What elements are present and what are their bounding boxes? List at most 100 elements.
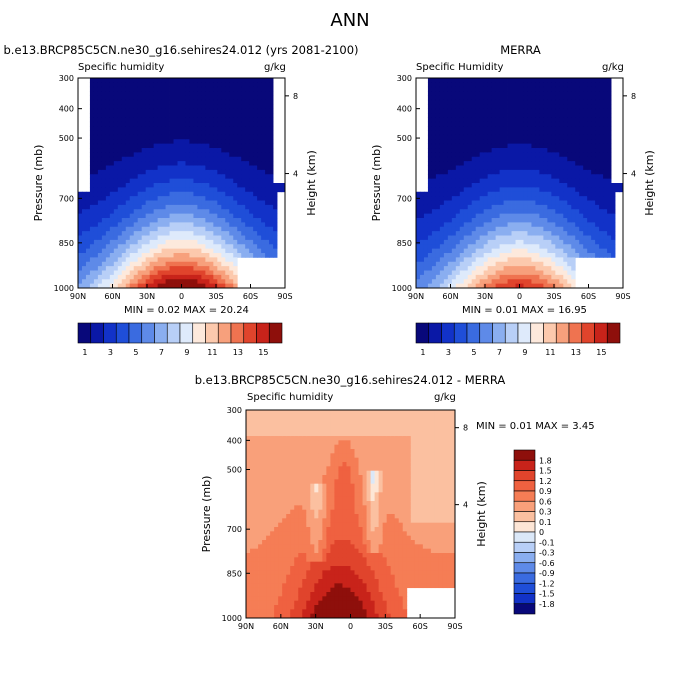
contour-cell (483, 113, 489, 118)
contour-cell (217, 244, 222, 250)
contour-cell (269, 218, 274, 223)
contour-cell (205, 266, 210, 271)
contour-cell (233, 200, 238, 206)
contour-cell (217, 191, 222, 197)
contour-cell (483, 274, 489, 280)
contour-cell (269, 143, 274, 149)
contour-cell (209, 121, 214, 127)
contour-cell (551, 191, 556, 197)
contour-cell (451, 187, 457, 193)
contour-cell (185, 213, 190, 219)
contour-cell (563, 78, 568, 83)
contour-cell (241, 235, 246, 241)
contour-cell (435, 222, 441, 228)
contour-cell (165, 279, 170, 285)
contour-cell (89, 121, 95, 127)
contour-cell (503, 117, 508, 123)
contour-cell (603, 200, 608, 206)
contour-cell (487, 213, 493, 219)
contour-cell (563, 266, 568, 271)
contour-cell (78, 231, 83, 236)
contour-cell (471, 134, 477, 140)
contour-cell (499, 226, 504, 232)
contour-cell (471, 91, 477, 96)
contour-cell (173, 126, 178, 131)
contour-cell (262, 600, 267, 606)
contour-cell (245, 235, 250, 241)
contour-cell (193, 196, 198, 201)
contour-cell (121, 257, 127, 263)
contour-cell (205, 279, 210, 285)
contour-cell (471, 178, 477, 184)
contour-cell (181, 204, 186, 210)
contour-cell (189, 165, 194, 171)
contour-cell (161, 218, 166, 223)
contour-cell (499, 261, 504, 267)
contour-cell (416, 283, 421, 289)
contour-cell (435, 174, 441, 180)
contour-cell (515, 222, 520, 228)
contour-cell (531, 261, 536, 267)
contour-cell (261, 231, 266, 236)
contour-cell (459, 165, 465, 171)
contour-cell (153, 174, 159, 180)
contour-cell (507, 270, 512, 276)
contour-cell (515, 191, 520, 197)
contour-cell (269, 169, 274, 175)
contour-cell (447, 178, 453, 184)
contour-cell (105, 148, 111, 153)
contour-cell (165, 283, 170, 289)
contour-cell (169, 231, 174, 236)
contour-cell (89, 86, 95, 92)
contour-cell (511, 218, 516, 223)
contour-cell (443, 274, 449, 280)
contour-cell (258, 566, 263, 571)
contour-cell (245, 231, 250, 236)
contour-cell (89, 174, 95, 180)
contour-cell (209, 231, 214, 236)
contour-cell (141, 148, 147, 153)
contour-cell (249, 104, 254, 110)
contour-cell (455, 187, 461, 193)
contour-cell (78, 218, 83, 223)
contour-cell (149, 121, 155, 127)
contour-cell (241, 143, 246, 149)
contour-cell (221, 126, 226, 131)
contour-cell (559, 82, 564, 88)
contour-cell (278, 444, 283, 450)
contour-cell (583, 196, 588, 201)
contour-cell (246, 600, 251, 606)
contour-cell (261, 95, 266, 101)
contour-cell (141, 174, 147, 180)
contour-cell (443, 196, 449, 201)
contour-cell (262, 535, 267, 541)
contour-cell (209, 165, 214, 171)
contour-cell (515, 104, 520, 110)
contour-cell (555, 191, 560, 197)
contour-cell (507, 200, 512, 206)
contour-cell (475, 257, 481, 263)
contour-cell (177, 82, 182, 88)
contour-cell (499, 266, 504, 271)
contour-cell (519, 218, 524, 223)
contour-cell (85, 270, 91, 276)
contour-cell (266, 418, 271, 424)
contour-cell (519, 231, 524, 236)
contour-cell (523, 91, 528, 96)
contour-cell (165, 270, 170, 276)
contour-cell (539, 239, 544, 245)
contour-cell (531, 274, 536, 280)
contour-cell (101, 274, 107, 280)
contour-cell (209, 117, 214, 123)
contour-cell (153, 143, 159, 149)
contour-cell (475, 91, 481, 96)
contour-cell (157, 148, 162, 153)
contour-cell (250, 579, 255, 584)
contour-cell (587, 86, 592, 92)
contour-cell (416, 253, 421, 258)
contour-cell (254, 514, 259, 519)
contour-cell (447, 104, 453, 110)
contour-cell (197, 95, 202, 101)
contour-cell (273, 226, 278, 232)
contour-cell (547, 231, 552, 236)
